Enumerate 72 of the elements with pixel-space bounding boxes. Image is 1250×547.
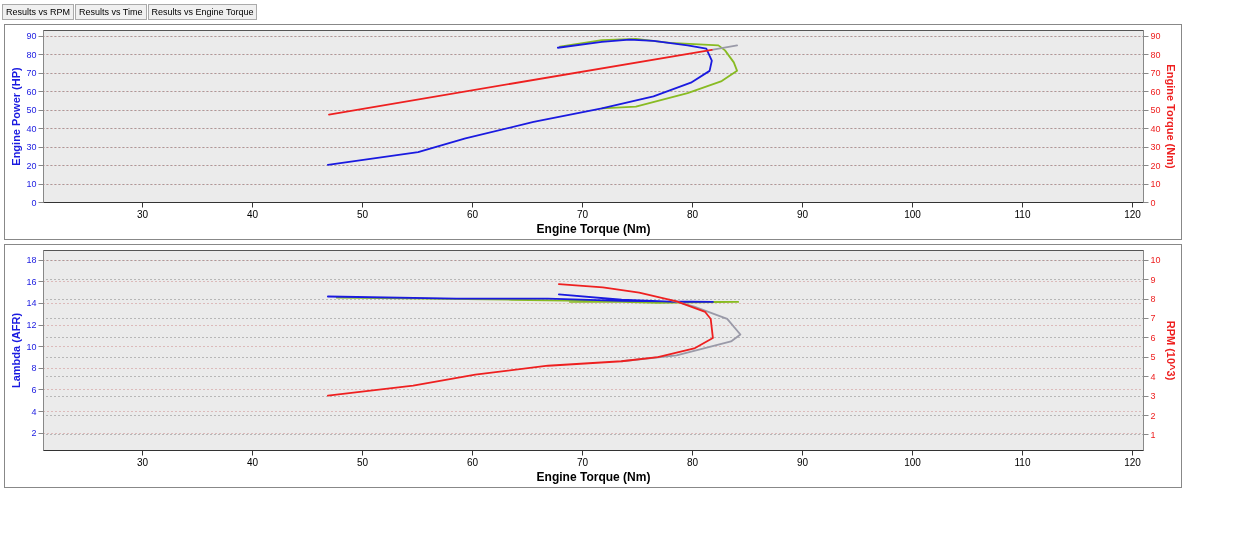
y-tick-label: 18 — [26, 255, 37, 266]
x-tick-label: 70 — [576, 456, 589, 468]
x-tick-label: 110 — [1014, 208, 1031, 220]
x-tick-label: 100 — [904, 456, 922, 468]
y-axis-title: Engine Power (HP) — [10, 66, 23, 166]
x-tick-label: 40 — [246, 456, 259, 468]
y2-tick-label: 90 — [1150, 31, 1161, 42]
y-tick-label: 40 — [26, 123, 37, 134]
x-tick-label: 60 — [466, 456, 479, 468]
y2-tick-label: 8 — [1150, 294, 1156, 305]
x-tick-label: 30 — [136, 208, 149, 220]
x-tick-label: 60 — [466, 208, 479, 220]
y2-tick-label: 0 — [1150, 197, 1156, 208]
y2-tick-label: 40 — [1150, 123, 1161, 134]
y-axis-title: Lambda (AFR) — [10, 312, 23, 389]
text: Results vs Time — [75, 4, 147, 20]
y2-tick-label: 10 — [1150, 179, 1161, 190]
y2-tick-label: 20 — [1150, 160, 1161, 171]
y-tick-label: 6 — [31, 384, 37, 395]
y-tick-label: 14 — [26, 298, 37, 309]
line-series — [327, 38, 713, 166]
y-tick-label: 16 — [26, 276, 37, 287]
x-tick-label: 30 — [136, 456, 149, 468]
x-tick-label: 110 — [1014, 456, 1031, 468]
y2-tick-label: 2 — [1150, 410, 1156, 421]
y2-tick-label: 60 — [1150, 86, 1161, 97]
y-tick-label: 0 — [31, 197, 37, 208]
y2-tick-label: 4 — [1150, 371, 1156, 382]
y2-tick-label: 5 — [1150, 352, 1156, 363]
y-tick-label: 70 — [26, 68, 37, 79]
y2-tick-label: 7 — [1150, 313, 1156, 324]
y2-axis-title: RPM (10^3) — [1164, 320, 1177, 381]
x-tick-label: 90 — [796, 208, 809, 220]
y2-tick-label: 3 — [1150, 391, 1156, 402]
line-series — [327, 283, 714, 397]
y-tick-label: 50 — [26, 105, 37, 116]
y2-tick-label: 1 — [1150, 429, 1156, 440]
x-axis-title: Engine Torque (Nm) — [536, 221, 651, 236]
y-tick-label: 12 — [26, 320, 37, 331]
line-series — [559, 37, 738, 110]
x-tick-label: 90 — [796, 456, 809, 468]
y-tick-label: 8 — [31, 363, 37, 374]
y2-tick-label: 6 — [1150, 332, 1156, 343]
y2-tick-label: 70 — [1150, 68, 1161, 79]
text: Results vs RPM — [2, 4, 75, 20]
x-axis-title: Engine Torque (Nm) — [536, 469, 651, 484]
y-tick-label: 4 — [31, 406, 37, 417]
x-tick-label: 50 — [356, 456, 369, 468]
y-tick-label: 60 — [26, 86, 37, 97]
x-tick-label: 80 — [686, 456, 699, 468]
line-series — [327, 293, 714, 303]
y-tick-label: 80 — [26, 49, 37, 60]
y-tick-label: 90 — [26, 31, 37, 42]
y2-tick-label: 10 — [1150, 255, 1161, 266]
y-tick-label: 10 — [26, 179, 37, 190]
x-tick-label: 80 — [686, 208, 699, 220]
x-tick-label: 120 — [1124, 456, 1142, 468]
y2-tick-label: 80 — [1150, 49, 1161, 60]
x-tick-label: 70 — [576, 208, 589, 220]
y2-tick-label: 9 — [1150, 274, 1156, 285]
x-tick-label: 100 — [904, 208, 922, 220]
y-tick-label: 2 — [31, 428, 37, 439]
y2-tick-label: 30 — [1150, 142, 1161, 153]
x-tick-label: 50 — [356, 208, 369, 220]
x-tick-label: 120 — [1124, 208, 1142, 220]
y2-axis-title: Engine Torque (Nm) — [1164, 64, 1177, 169]
text: Results vs Engine Torque — [147, 4, 258, 20]
y-tick-label: 20 — [26, 160, 37, 171]
x-tick-label: 40 — [246, 208, 259, 220]
y-tick-label: 10 — [26, 341, 37, 352]
y-tick-label: 30 — [26, 142, 37, 153]
y2-tick-label: 50 — [1150, 105, 1161, 116]
